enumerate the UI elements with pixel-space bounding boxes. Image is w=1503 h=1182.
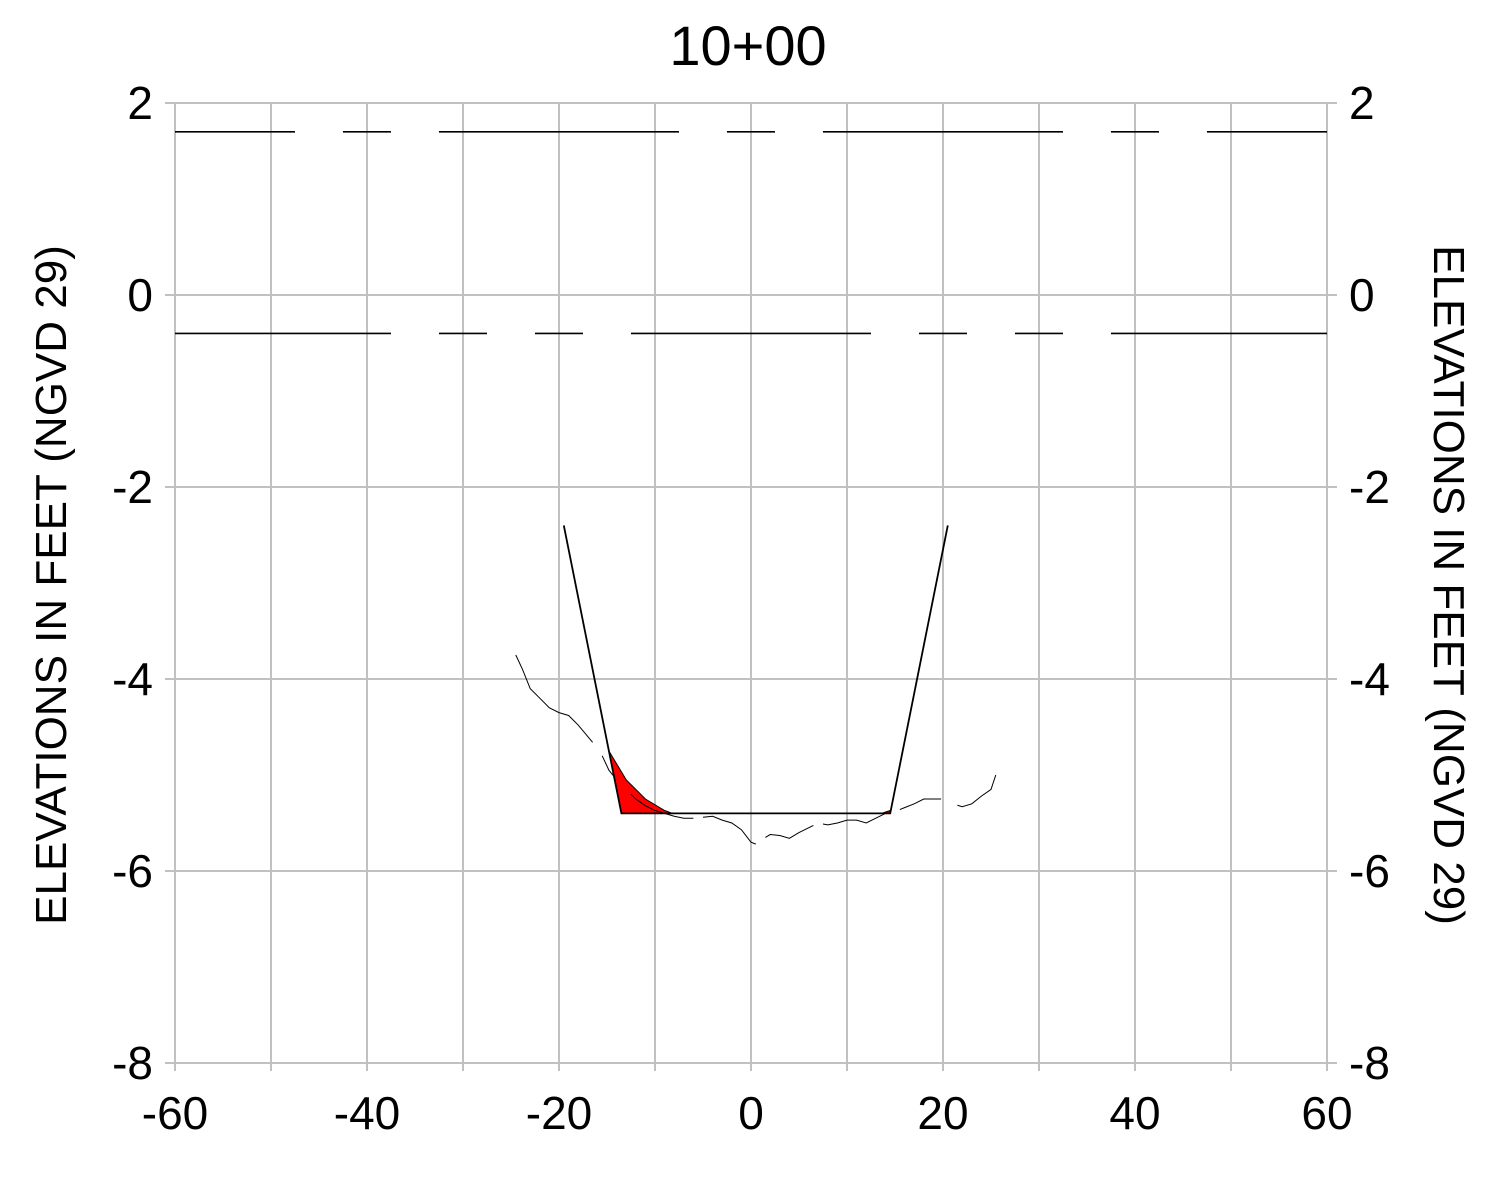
y-axis-label-left: ELEVATIONS IN FEET (NGVD 29) [27, 245, 76, 925]
x-tick-label: -20 [526, 1087, 592, 1139]
existing-ground-profile [515, 654, 593, 743]
design-channel-template [562, 525, 949, 815]
x-tick-label: -40 [334, 1087, 400, 1139]
y-tick-label-left: -4 [112, 653, 153, 705]
x-tick-label: 0 [738, 1087, 764, 1139]
cut-fill-areas [608, 750, 891, 814]
y-tick-label-right: -8 [1349, 1037, 1390, 1089]
existing-ground-profile [601, 755, 615, 777]
existing-ground-profile [630, 793, 694, 819]
x-tick-label: 20 [917, 1087, 968, 1139]
y-tick-label-right: -2 [1349, 461, 1390, 513]
tick-marks [165, 102, 1337, 1064]
y-tick-label-right: 2 [1349, 77, 1375, 129]
y-tick-labels-left: 2 0 -2 -4 -6 -8 [112, 77, 153, 1089]
y-axis-label-right: ELEVATIONS IN FEET (NGVD 29) [1424, 245, 1473, 925]
profile-lines [175, 131, 1327, 845]
existing-ground-profile [765, 824, 814, 839]
y-tick-label-left: -8 [112, 1037, 153, 1089]
existing-ground-profile [957, 774, 997, 808]
y-tick-label-left: -6 [112, 845, 153, 897]
y-tick-labels-right: 2 0 -2 -4 -6 -8 [1349, 77, 1390, 1089]
y-tick-label-left: 2 [127, 77, 153, 129]
chart-title: 10+00 [669, 14, 826, 77]
x-tick-label: -60 [142, 1087, 208, 1139]
existing-ground-profile [702, 815, 756, 845]
x-tick-label: 60 [1301, 1087, 1352, 1139]
x-tick-label: 40 [1109, 1087, 1160, 1139]
y-tick-label-left: -2 [112, 461, 153, 513]
cut-area-fill [608, 750, 673, 814]
y-tick-label-right: -6 [1349, 845, 1390, 897]
y-tick-label-right: 0 [1349, 269, 1375, 321]
grid [174, 102, 1328, 1071]
y-tick-label-right: -4 [1349, 653, 1390, 705]
x-tick-labels: -60 -40 -20 0 20 40 60 [142, 1087, 1353, 1139]
existing-ground-profile [822, 812, 886, 826]
existing-ground-profile [899, 798, 942, 811]
y-tick-label-left: 0 [127, 269, 153, 321]
